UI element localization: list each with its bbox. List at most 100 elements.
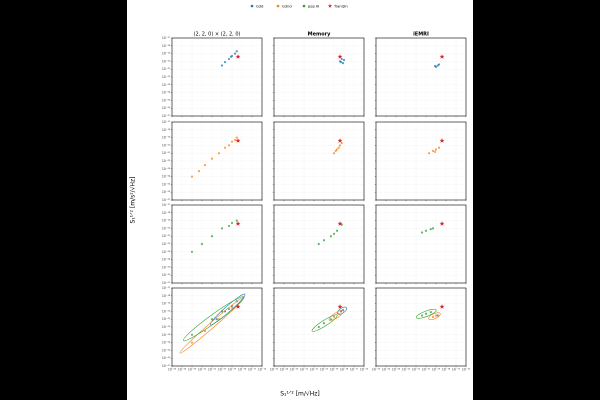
star-point (235, 221, 241, 226)
x-tick-label: 10⁻¹⁶ (462, 368, 471, 372)
scatter-point (431, 149, 435, 152)
contour (183, 296, 245, 342)
panel: 10⁻²⁷ 10⁻²⁶ 10⁻²⁵ 10⁻²⁴ 10⁻²³ 10⁻²² 10⁻²¹ 10⁻²⁰… (162, 203, 263, 285)
panel: 10⁻²⁷ 10⁻²⁶ 10⁻²⁵ 10⁻²⁴ 10⁻²³ 10⁻²² 10⁻²¹ 10⁻²⁰… (162, 120, 263, 202)
panel-frame (171, 37, 263, 117)
y-tick-label: 10⁻²⁴ (162, 341, 171, 345)
scatter-point (223, 61, 227, 64)
scatter-point (338, 144, 342, 147)
scatter-point (420, 314, 424, 317)
scatter-point (230, 306, 234, 309)
scatter-point (332, 315, 336, 318)
y-tick-label: 10⁻²¹ (162, 151, 171, 155)
x-tick-label: 10⁻²³ (392, 368, 401, 372)
x-tick-label: 10⁻¹⁸ (442, 368, 451, 372)
y-tick-label: 10⁻¹⁸ (162, 44, 171, 48)
scatter-point (229, 55, 233, 58)
contour (428, 312, 441, 320)
y-tick-label: 10⁻²⁵ (162, 98, 171, 102)
scatter-point (230, 221, 234, 225)
scatter-point (235, 50, 238, 53)
y-tick-label: 10⁻¹⁸ (162, 294, 171, 298)
x-tick-label: 10⁻²⁰ (422, 368, 431, 372)
scatter-point (235, 136, 238, 139)
scatter-point (424, 229, 428, 232)
scatter-point (203, 163, 207, 167)
y-tick-label: 10⁻²³ (162, 250, 171, 254)
scatter-point (436, 64, 439, 67)
y-tick-label: 10⁻²⁷ (162, 281, 171, 285)
column-title: (2, 2, 0) × (2, 2, 0) (194, 32, 241, 38)
legend-marker (250, 4, 254, 8)
scatter-point (210, 318, 214, 321)
y-tick-label: 10⁻²⁷ (162, 114, 171, 118)
y-tick-label: 10⁻²⁶ (162, 273, 171, 277)
star-point (235, 54, 241, 59)
scatter-point (437, 146, 441, 149)
star-point (337, 138, 343, 143)
x-tick-label: 10⁻²⁴ (178, 368, 187, 372)
y-tick-label: 10⁻²² (162, 75, 171, 79)
scatter-point (429, 228, 432, 231)
y-tick-label: 10⁻²⁰ (162, 309, 171, 313)
scatter-point (317, 325, 320, 329)
x-tick-label: 10⁻²¹ (412, 368, 421, 372)
x-tick-label: 10⁻²² (402, 368, 411, 372)
scatter-point (210, 235, 214, 238)
y-tick-label: 10⁻²¹ (162, 234, 171, 238)
panel-frame (273, 204, 365, 284)
scatter-point (332, 232, 336, 235)
y-tick-label: 10⁻¹⁹ (162, 302, 171, 306)
y-tick-label: 10⁻²⁴ (162, 258, 171, 262)
panel (272, 37, 365, 118)
scatter-point (337, 312, 340, 315)
star-point (337, 54, 343, 59)
scatter-point (339, 310, 343, 313)
contour (328, 309, 345, 321)
scatter-point (227, 307, 231, 311)
panel-frame (375, 287, 467, 367)
scatter-point (434, 148, 438, 151)
x-tick-label: 10⁻²³ (188, 368, 197, 372)
x-tick-label: 10⁻²¹ (208, 368, 217, 372)
y-tick-label: 10⁻²⁰ (162, 143, 171, 147)
legend-marker (327, 3, 333, 8)
scatter-point (342, 58, 346, 62)
y-tick-label: 10⁻²⁵ (162, 182, 171, 186)
scatter-point (227, 224, 231, 228)
x-tick-label: 10⁻¹⁸ (238, 368, 247, 372)
x-tick-label: 10⁻¹⁸ (340, 368, 349, 372)
x-tick-label: 10⁻¹⁹ (432, 368, 441, 372)
legend-marker (276, 4, 280, 8)
x-axis-label: S₁¹ᐟ² [m/√Hz] (280, 391, 320, 398)
panel-frame (375, 121, 467, 201)
scatter-point (235, 219, 238, 222)
x-tick-label: 10⁻²⁵ (168, 368, 177, 372)
contour (311, 314, 338, 332)
y-tick-label: 10⁻²⁷ (162, 364, 171, 368)
scatter-point (197, 170, 201, 173)
scatter-point (190, 250, 194, 253)
panel: 10⁻²⁵ 10⁻²⁴ 10⁻²³ 10⁻²² 10⁻²¹ 10⁻²⁰ 10⁻¹⁹ 10⁻¹⁸… (270, 287, 369, 372)
scatter-point (227, 144, 231, 147)
panel-frame (273, 121, 365, 201)
x-tick-label: 10⁻¹⁶ (360, 368, 369, 372)
y-tick-label: 10⁻¹⁹ (162, 219, 171, 223)
y-tick-label: 10⁻¹⁸ (162, 128, 171, 132)
x-tick-label: 10⁻²³ (290, 368, 299, 372)
panel (374, 121, 467, 202)
scatter-point (434, 314, 438, 317)
panel-frame (375, 204, 467, 284)
x-tick-label: 10⁻¹⁶ (258, 368, 267, 372)
scatter-point (190, 333, 194, 336)
scatter-point (427, 152, 431, 155)
scatter-point (322, 239, 326, 242)
panel (374, 37, 467, 118)
scatter-point (203, 329, 207, 333)
scatter-point (341, 62, 345, 65)
scatter-point (223, 146, 227, 149)
panel-frame (273, 37, 365, 117)
panel-frame (171, 121, 263, 201)
scatter-point (210, 157, 214, 160)
